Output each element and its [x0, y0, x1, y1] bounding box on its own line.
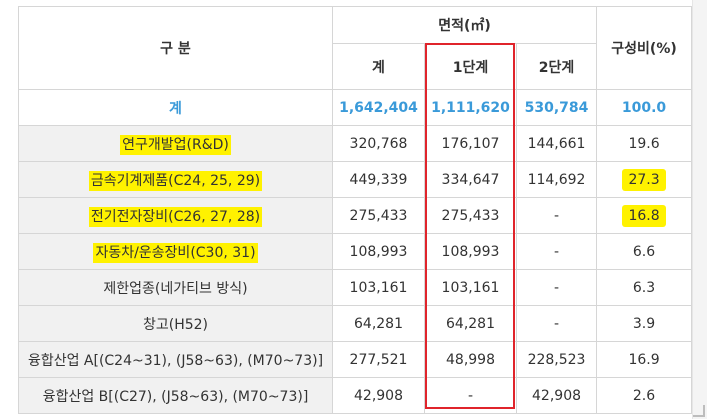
- row-phase1: 334,647: [424, 161, 517, 198]
- table-row: 융합산업 B[(C27), (J58~63), (M70~73)] 42,908…: [18, 377, 693, 414]
- row-ratio: 16.8: [596, 197, 693, 234]
- row-ratio: 2.6: [596, 377, 693, 414]
- row-phase1: -: [424, 377, 517, 414]
- row-phase2: -: [515, 233, 598, 270]
- total-row: 계 1,642,404 1,111,620 530,784 100.0: [18, 89, 693, 126]
- row-total: 64,281: [332, 305, 425, 342]
- table-row: 융합산업 A[(C24~31), (J58~63), (M70~73)] 277…: [18, 341, 693, 378]
- total-phase2: 530,784: [515, 89, 598, 126]
- highlight-mark: 16.8: [622, 204, 666, 227]
- header-row-2: 계 1단계 2단계: [19, 43, 692, 90]
- highlight-mark: 금속기계제품(C24, 25, 29): [88, 170, 263, 191]
- row-phase1: 176,107: [424, 125, 517, 162]
- row-phase2: 114,692: [515, 161, 598, 198]
- row-total: 108,993: [332, 233, 425, 270]
- total-total: 1,642,404: [332, 89, 425, 126]
- row-phase1: 48,998: [424, 341, 517, 378]
- table-row: 제한업종(네가티브 방식) 103,161 103,161 - 6.3: [18, 269, 693, 306]
- resize-grip-icon[interactable]: [693, 405, 705, 417]
- row-phase2: -: [515, 197, 598, 234]
- row-ratio: 6.3: [596, 269, 693, 306]
- table-row: 창고(H52) 64,281 64,281 - 3.9: [18, 305, 693, 342]
- header-phase2: 2단계: [515, 43, 598, 90]
- row-total: 320,768: [332, 125, 425, 162]
- highlight-mark: 전기전자장비(C26, 27, 28): [88, 206, 263, 227]
- table-row: 연구개발업(R&D) 320,768 176,107 144,661 19.6: [18, 125, 693, 162]
- highlight-mark: 자동차/운송장비(C30, 31): [93, 242, 258, 263]
- highlight-mark: 27.3: [622, 168, 666, 191]
- header-total: 계: [332, 43, 425, 90]
- row-phase2: -: [515, 305, 598, 342]
- header-phase1: 1단계: [424, 43, 517, 90]
- row-total: 275,433: [332, 197, 425, 234]
- table-row: 금속기계제품(C24, 25, 29) 449,339 334,647 114,…: [18, 161, 693, 198]
- row-total: 42,908: [332, 377, 425, 414]
- row-phase1: 108,993: [424, 233, 517, 270]
- row-label: 제한업종(네가티브 방식): [18, 269, 333, 306]
- row-phase1: 103,161: [424, 269, 517, 306]
- row-label: 창고(H52): [18, 305, 333, 342]
- row-ratio: 6.6: [596, 233, 693, 270]
- row-label: 전기전자장비(C26, 27, 28): [18, 197, 333, 234]
- header-ratio: 구성비(%): [596, 6, 693, 90]
- row-label: 금속기계제품(C24, 25, 29): [18, 161, 333, 198]
- row-label: 융합산업 A[(C24~31), (J58~63), (M70~73)]: [18, 341, 333, 378]
- highlight-mark: 연구개발업(R&D): [120, 134, 231, 155]
- row-phase2: -: [515, 269, 598, 306]
- row-label: 연구개발업(R&D): [18, 125, 333, 162]
- row-label: 융합산업 B[(C27), (J58~63), (M70~73)]: [18, 377, 333, 414]
- row-phase2: 144,661: [515, 125, 598, 162]
- total-phase1: 1,111,620: [424, 89, 517, 126]
- row-total: 449,339: [332, 161, 425, 198]
- header-row-1: 구 분 면적(㎡) 구성비(%): [18, 6, 693, 90]
- total-ratio: 100.0: [596, 89, 693, 126]
- table-row: 전기전자장비(C26, 27, 28) 275,433 275,433 - 16…: [18, 197, 693, 234]
- row-ratio: 3.9: [596, 305, 693, 342]
- row-total: 277,521: [332, 341, 425, 378]
- table-row: 자동차/운송장비(C30, 31) 108,993 108,993 - 6.6: [18, 233, 693, 270]
- row-phase1: 275,433: [424, 197, 517, 234]
- row-total: 103,161: [332, 269, 425, 306]
- row-ratio: 27.3: [596, 161, 693, 198]
- header-area: 면적(㎡): [331, 6, 598, 44]
- header-category: 구 분: [18, 6, 333, 90]
- vertical-scrollbar[interactable]: [692, 0, 707, 419]
- row-phase2: 228,523: [515, 341, 598, 378]
- row-phase1: 64,281: [424, 305, 517, 342]
- total-label: 계: [18, 89, 333, 126]
- row-ratio: 19.6: [596, 125, 693, 162]
- row-phase2: 42,908: [515, 377, 598, 414]
- area-table: 구 분 면적(㎡) 구성비(%) 계 1단계 2단계 계 1,642,404 1…: [18, 6, 693, 414]
- row-label: 자동차/운송장비(C30, 31): [18, 233, 333, 270]
- row-ratio: 16.9: [596, 341, 693, 378]
